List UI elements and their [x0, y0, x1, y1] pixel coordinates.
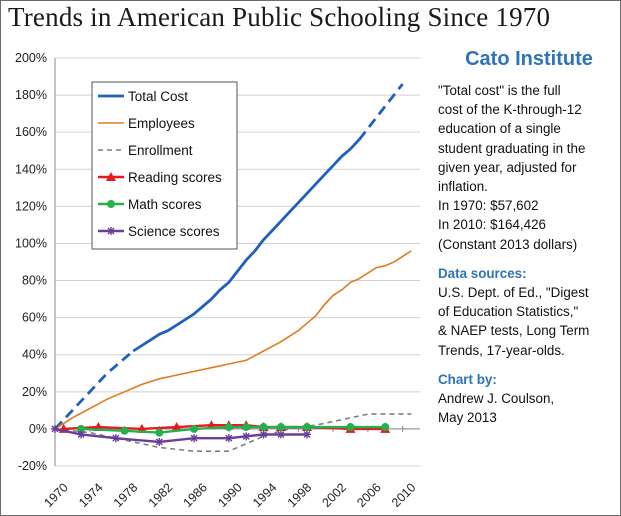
- x-tick-label: 1986: [180, 480, 210, 510]
- series-layer: [51, 83, 412, 452]
- series-total-cost: [53, 83, 404, 430]
- note-line: cost of the K-through-12: [438, 102, 582, 118]
- y-tick-label: 0%: [29, 422, 47, 436]
- x-tick-label: 1978: [111, 480, 141, 510]
- legend-entry: Employees: [98, 116, 195, 131]
- legend-label: Total Cost: [128, 89, 188, 104]
- data-point: [303, 430, 312, 439]
- series-math-scores: [77, 423, 390, 437]
- data-point: [51, 424, 59, 433]
- legend-entry: Reading scores: [98, 170, 222, 185]
- legend-label: Science scores: [128, 224, 220, 239]
- brand-label: Cato Institute: [465, 48, 593, 70]
- data-point: [106, 172, 116, 181]
- legend-entry: Science scores: [98, 224, 220, 239]
- sources-line: of Education Statistics,": [438, 304, 579, 320]
- y-tick-label: 80%: [22, 274, 47, 288]
- y-tick-label: 120%: [15, 199, 47, 213]
- data-point: [276, 430, 285, 439]
- data-point: [107, 200, 115, 208]
- x-tick-label: 1998: [285, 480, 315, 510]
- y-tick-label: 20%: [22, 385, 47, 399]
- x-tick-label: 2002: [319, 480, 349, 510]
- y-tick-label: 40%: [22, 348, 47, 362]
- data-point: [120, 426, 129, 435]
- x-tick-label: 2006: [354, 480, 384, 510]
- data-sources-text: U.S. Dept. of Ed., "Digest of Education S…: [438, 283, 620, 360]
- data-point: [107, 227, 115, 235]
- data-point: [259, 423, 268, 432]
- data-point: [111, 434, 120, 443]
- series-employees: [54, 250, 412, 430]
- note-line: inflation.: [438, 179, 488, 195]
- data-point: [381, 423, 390, 432]
- data-point: [224, 423, 233, 432]
- series-line: [54, 427, 307, 444]
- legend: Total Cost Employees Enrollment Reading sco…: [91, 81, 238, 250]
- note-line: In 1970: $57,602: [438, 198, 539, 214]
- legend-label: Math scores: [128, 197, 202, 212]
- y-tick-label: 200%: [15, 51, 47, 65]
- byline-line: May 2013: [438, 410, 497, 426]
- y-tick-label: 180%: [15, 88, 47, 102]
- data-point: [190, 424, 199, 433]
- data-point: [77, 430, 86, 439]
- note-line: student graduating in the: [438, 140, 586, 156]
- total-cost-note: "Total cost" is the full cost of the K-th…: [438, 81, 620, 254]
- note-line: "Total cost" is the full: [438, 83, 561, 98]
- data-point: [224, 434, 233, 443]
- legend-label: Reading scores: [128, 170, 222, 185]
- data-point: [171, 422, 182, 432]
- note-line: given year, adjusted for: [438, 159, 577, 175]
- data-point: [276, 423, 285, 432]
- x-tick-label: 1970: [41, 480, 71, 510]
- data-point: [155, 437, 164, 446]
- legend-entry: Total Cost: [98, 89, 188, 104]
- sources-line: U.S. Dept. of Ed., "Digest: [438, 285, 589, 301]
- x-tick-label: 1982: [146, 480, 176, 510]
- legend-box: [91, 81, 238, 250]
- data-point: [259, 430, 268, 439]
- data-point: [242, 423, 251, 432]
- x-tick-label: 1974: [76, 480, 106, 510]
- data-sources-title: Data sources:: [438, 265, 527, 281]
- byline-line: Andrew J. Coulson,: [438, 391, 555, 407]
- x-tick-label: 1990: [215, 480, 245, 510]
- sources-line: Trends, 17-year-olds.: [438, 342, 565, 358]
- y-tick-label: -20%: [18, 459, 47, 473]
- note-line: (Constant 2013 dollars): [438, 236, 578, 252]
- byline-title: Chart by:: [438, 371, 497, 387]
- x-tick-label: 1994: [250, 480, 280, 510]
- chart-title: Trends in American Public Schooling Sinc…: [8, 2, 551, 32]
- series-science-scores: [51, 424, 312, 446]
- note-line: education of a single: [438, 121, 561, 137]
- data-point: [190, 434, 199, 443]
- series-line: [132, 138, 361, 353]
- data-point: [303, 423, 312, 432]
- note-line: In 2010: $164,426: [438, 217, 546, 233]
- byline-text: Andrew J. Coulson, May 2013: [438, 389, 620, 427]
- side-panel: Cato Institute "Total cost" is the full c…: [438, 48, 620, 427]
- legend-label: Enrollment: [128, 143, 193, 158]
- series-line: [358, 83, 404, 141]
- data-point: [242, 432, 251, 441]
- legend-label: Employees: [128, 116, 195, 131]
- legend-entry: Math scores: [98, 197, 202, 212]
- legend-entry: Enrollment: [98, 143, 193, 158]
- y-tick-label: 140%: [15, 162, 47, 176]
- sources-line: & NAEP tests, Long Term: [438, 323, 590, 339]
- data-point: [77, 424, 86, 433]
- data-point: [346, 423, 355, 432]
- x-tick-label: 2010: [389, 480, 419, 510]
- y-tick-label: 160%: [15, 125, 47, 139]
- series-line: [53, 349, 135, 430]
- series-line: [54, 250, 412, 430]
- y-tick-label: 60%: [22, 311, 47, 325]
- data-point: [155, 428, 164, 437]
- y-tick-label: 100%: [15, 236, 47, 250]
